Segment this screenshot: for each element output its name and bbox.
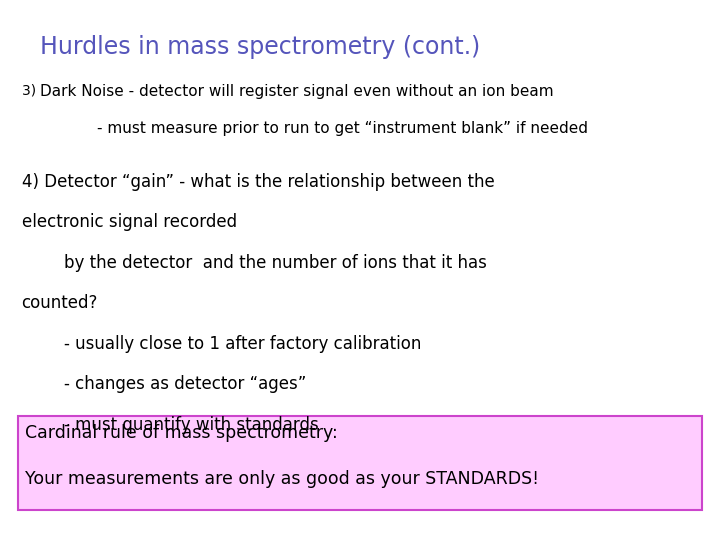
Text: 3): 3) [22,84,40,98]
Text: - usually close to 1 after factory calibration: - usually close to 1 after factory calib… [22,335,421,353]
Text: - must measure prior to run to get “instrument blank” if needed: - must measure prior to run to get “inst… [97,122,588,137]
Text: electronic signal recorded: electronic signal recorded [22,213,237,231]
Text: Hurdles in mass spectrometry (cont.): Hurdles in mass spectrometry (cont.) [40,35,480,59]
Text: Dark Noise - detector will register signal even without an ion beam: Dark Noise - detector will register sign… [40,84,553,99]
FancyBboxPatch shape [18,416,702,510]
Text: Your measurements are only as good as your STANDARDS!: Your measurements are only as good as yo… [25,470,539,488]
Text: 4) Detector “gain” - what is the relationship between the: 4) Detector “gain” - what is the relatio… [22,173,495,191]
Text: by the detector  and the number of ions that it has: by the detector and the number of ions t… [22,254,487,272]
Text: Cardinal rule of mass spectrometry:: Cardinal rule of mass spectrometry: [25,424,338,442]
Text: counted?: counted? [22,294,98,312]
Text: - must quantify with standards: - must quantify with standards [22,416,318,434]
Text: - changes as detector “ages”: - changes as detector “ages” [22,375,306,393]
